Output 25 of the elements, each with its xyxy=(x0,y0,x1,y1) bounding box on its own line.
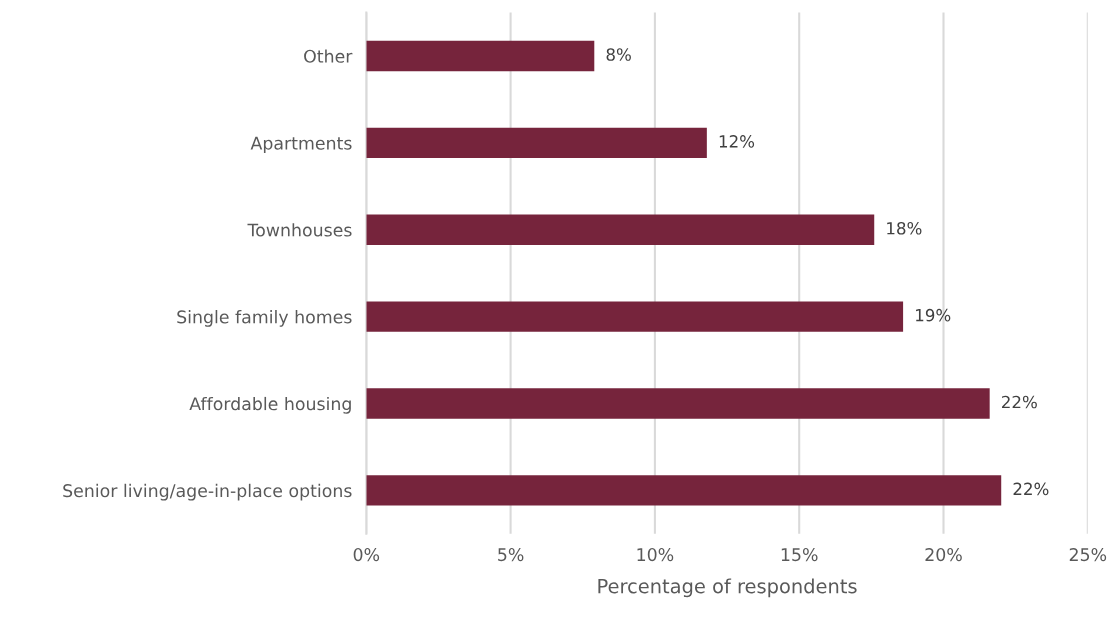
data-label: 22% xyxy=(1013,482,1049,496)
data-label: 18% xyxy=(887,221,922,235)
bar xyxy=(366,214,875,245)
data-label: 22% xyxy=(1002,395,1037,409)
bar xyxy=(366,301,904,332)
y-tick-label: Senior living/age-in-place options xyxy=(63,483,352,501)
bar xyxy=(366,388,990,419)
y-tick-label: Other xyxy=(304,49,353,63)
x-tick-label: 20% xyxy=(925,548,962,562)
data-label: 19% xyxy=(916,308,951,322)
data-label: 8% xyxy=(606,48,631,61)
y-tick-label: Townhouses xyxy=(247,223,352,237)
data-label: 12% xyxy=(719,135,755,148)
y-tick-label: Apartments xyxy=(250,136,352,154)
bar xyxy=(366,40,595,72)
x-tick-label: 0% xyxy=(353,548,380,562)
y-tick-label: Single family homes xyxy=(177,310,352,327)
bar xyxy=(366,127,707,159)
x-tick-label: 15% xyxy=(781,548,818,562)
x-tick-label: 25% xyxy=(1069,548,1107,562)
x-axis-title: Percentage of respondents xyxy=(598,578,857,598)
x-tick-label: 5% xyxy=(498,548,524,562)
bar xyxy=(366,475,1002,506)
x-tick-label: 10% xyxy=(637,548,674,562)
y-tick-label: Affordable housing xyxy=(189,396,351,414)
